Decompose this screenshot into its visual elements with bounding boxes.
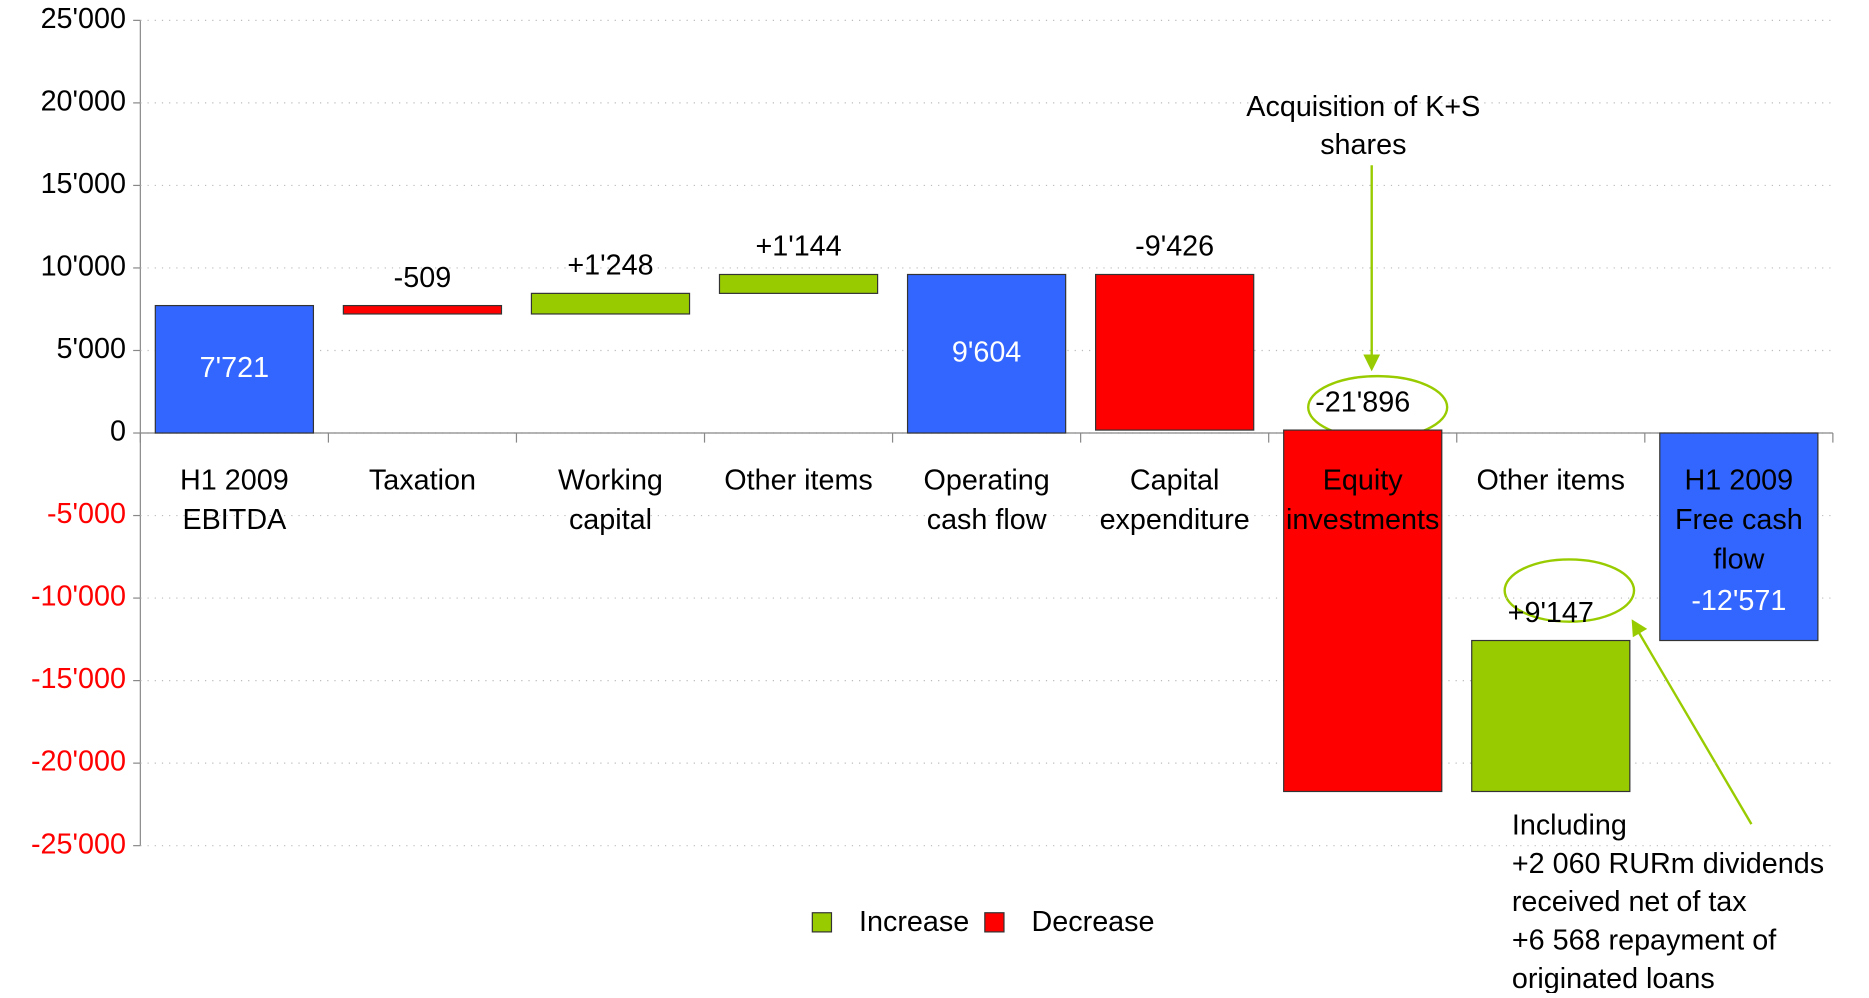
- legend-swatch: [811, 912, 833, 933]
- annotation: Acquisition of K+S shares: [1246, 90, 1480, 160]
- bar: [906, 273, 1067, 434]
- value-label: +1'144: [755, 231, 841, 263]
- y-tick-label: 15'000: [41, 168, 126, 200]
- x-tick-label: Other items: [1477, 464, 1626, 496]
- x-tick-label: Taxation: [369, 464, 476, 496]
- value-label: +1'248: [567, 250, 653, 282]
- y-tick-label: 5'000: [57, 333, 126, 365]
- x-tick-label: Capital expenditure: [1100, 464, 1250, 536]
- legend-label: Decrease: [1032, 906, 1155, 938]
- bar: [342, 304, 503, 315]
- bar: [154, 304, 315, 434]
- x-tick-label: Working capital: [558, 464, 663, 536]
- value-label: 9'604: [952, 336, 1021, 368]
- bar: [1471, 639, 1631, 793]
- y-tick-label: 0: [110, 416, 126, 448]
- value-label: -12'571: [1691, 585, 1786, 617]
- value-label: -21'896: [1315, 386, 1410, 418]
- x-tick-label: Other items: [724, 464, 873, 496]
- y-tick-label: -25'000: [31, 828, 126, 860]
- value-label: +9'147: [1508, 597, 1594, 629]
- y-tick-label: -10'000: [31, 581, 126, 613]
- legend-label: Increase: [859, 906, 969, 938]
- legend-swatch: [984, 912, 1005, 933]
- highlight-ellipse: [1503, 558, 1636, 623]
- y-tick-label: 25'000: [41, 3, 126, 35]
- arrow-head: [1631, 619, 1648, 638]
- value-label: -509: [394, 262, 452, 294]
- y-tick-label: -20'000: [31, 746, 126, 778]
- x-tick-label: H1 2009 EBITDA: [180, 464, 289, 536]
- y-tick-label: 10'000: [41, 251, 126, 283]
- arrow: [1637, 631, 1753, 825]
- annotation: Including +2 060 RURm dividends received n…: [1512, 809, 1824, 993]
- x-tick-label: Equity investments: [1286, 464, 1439, 536]
- y-tick-label: -5'000: [47, 498, 126, 530]
- value-label: -9'426: [1135, 231, 1214, 263]
- bar: [1283, 429, 1443, 793]
- bar: [1659, 432, 1819, 642]
- y-tick-label: -15'000: [31, 663, 126, 695]
- bar: [530, 292, 691, 315]
- y-tick-label: 20'000: [41, 85, 126, 117]
- bar: [1095, 273, 1255, 431]
- x-tick-label: Operating cash flow: [924, 464, 1050, 536]
- x-tick-label: H1 2009 Free cash flow: [1675, 464, 1803, 575]
- arrow-head: [1363, 354, 1381, 372]
- bar: [718, 273, 879, 294]
- value-label: 7'721: [200, 352, 269, 384]
